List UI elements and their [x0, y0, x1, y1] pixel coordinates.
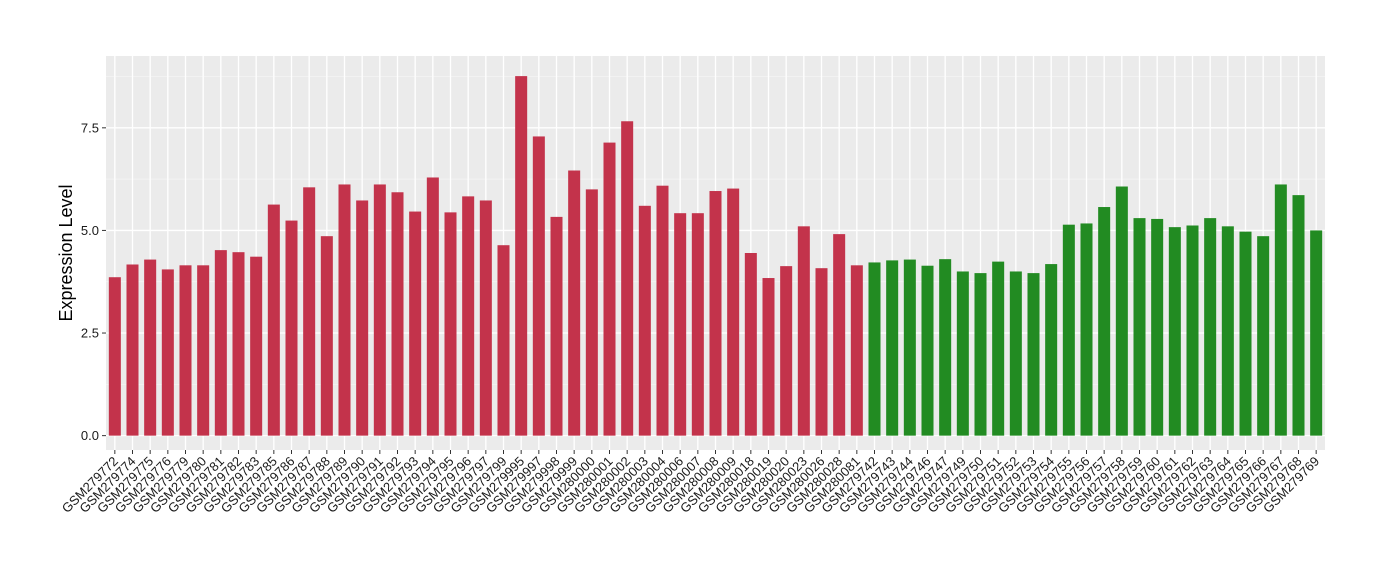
bar: [1168, 227, 1181, 436]
bar: [1080, 223, 1093, 436]
bar: [921, 265, 934, 436]
bar: [868, 262, 881, 436]
bar: [232, 252, 245, 436]
y-tick-label: 2.5: [81, 326, 99, 341]
bar: [674, 213, 687, 436]
bar: [656, 185, 669, 436]
bar: [1310, 230, 1323, 436]
bar: [585, 189, 598, 436]
bar: [886, 260, 899, 436]
bars: [108, 76, 1323, 436]
bar: [1239, 231, 1252, 436]
bar: [426, 177, 439, 436]
bar: [1151, 218, 1164, 436]
bar: [1221, 226, 1234, 436]
bar: [250, 256, 263, 436]
bar: [762, 278, 775, 436]
bar: [1292, 195, 1305, 436]
bar: [744, 253, 757, 436]
y-tick-label: 5.0: [81, 223, 99, 238]
bar: [532, 136, 545, 436]
bar: [1257, 236, 1270, 436]
bar: [939, 259, 952, 436]
bar: [1115, 186, 1128, 436]
bar: [956, 271, 969, 436]
bar: [1133, 218, 1146, 436]
bar: [462, 196, 475, 436]
bar: [373, 184, 386, 436]
bar: [780, 266, 793, 436]
bar: [1009, 271, 1022, 436]
bar: [691, 213, 704, 436]
bar: [1186, 225, 1199, 436]
y-tick-label: 0.0: [81, 428, 99, 443]
bar: [338, 184, 351, 436]
bar: [356, 200, 369, 436]
bar: [850, 265, 863, 436]
bar: [1062, 224, 1075, 436]
bar: [974, 273, 987, 436]
bar: [444, 212, 457, 436]
bar: [833, 234, 846, 436]
bar: [1274, 184, 1287, 436]
bar: [515, 76, 528, 436]
bar: [197, 265, 210, 436]
bar: [1045, 264, 1058, 436]
y-tick-label: 7.5: [81, 120, 99, 135]
bar: [409, 211, 422, 436]
bar: [144, 259, 157, 436]
bar: [126, 264, 139, 436]
bar: [638, 205, 651, 436]
bar: [550, 216, 563, 436]
bar: [903, 259, 916, 436]
bar: [161, 269, 174, 436]
bar: [603, 142, 616, 436]
bar: [391, 192, 404, 436]
bar: [621, 121, 634, 436]
bar: [727, 188, 740, 436]
bar: [815, 268, 828, 436]
bar: [709, 191, 722, 436]
bar: [303, 187, 316, 436]
bar: [1204, 218, 1217, 436]
bar: [267, 204, 280, 436]
bar: [285, 220, 298, 436]
y-axis: 0.0 2.5 5.0 7.5: [81, 120, 106, 443]
bar: [797, 226, 810, 436]
bar: [320, 236, 333, 436]
bar: [214, 250, 227, 436]
y-axis-title: Expression Level: [56, 184, 76, 321]
bar: [108, 277, 121, 436]
bar: [992, 261, 1005, 436]
bar: [497, 245, 510, 436]
bar: [1027, 273, 1040, 436]
bar: [179, 265, 192, 436]
x-axis: GSM279772GSM279774GSM279775GSM279776GSM2…: [59, 450, 1322, 516]
bar: [1098, 207, 1111, 436]
bar: [568, 170, 581, 436]
bar: [479, 200, 492, 436]
